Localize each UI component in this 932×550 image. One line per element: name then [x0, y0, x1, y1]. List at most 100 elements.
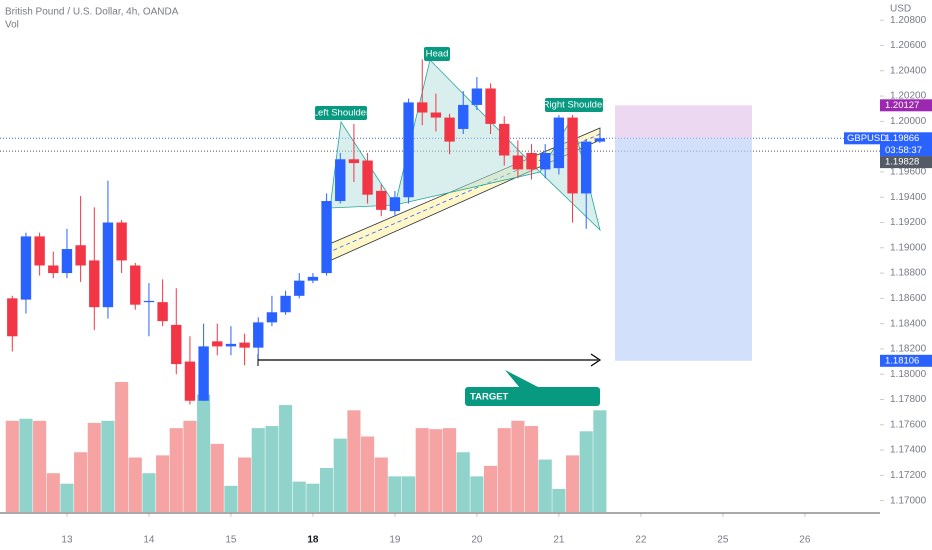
stop-badge: [880, 99, 932, 112]
y-tick-label: 1.18400: [890, 318, 927, 329]
annotation-box: [315, 106, 367, 120]
candle-body: [7, 298, 18, 337]
volume-bar: [101, 420, 115, 512]
y-tick-label: 1.19200: [890, 217, 927, 228]
volume-bar: [142, 473, 156, 512]
candle-body: [567, 117, 578, 194]
volume-bar: [347, 410, 361, 512]
volume-label: Vol: [5, 20, 19, 31]
countdown: 03:58:37: [885, 145, 922, 156]
y-tick-label: 1.17000: [890, 495, 927, 506]
candle-body: [553, 117, 565, 169]
volume-bar: [60, 483, 74, 512]
candle-body: [430, 112, 442, 118]
volume-bar: [19, 418, 33, 512]
volume-bar: [46, 473, 60, 512]
candle-body: [376, 190, 387, 210]
target-badge: [880, 354, 932, 367]
target-label: 1.18106: [885, 355, 919, 366]
y-tick-label: 1.17400: [890, 445, 927, 456]
annotation-box: [465, 387, 600, 406]
candle-body: [225, 343, 237, 347]
candle-body: [89, 260, 100, 308]
x-tick-label: 25: [717, 535, 729, 546]
volume-bar: [279, 405, 293, 512]
volume-bar: [238, 457, 252, 512]
volume-bar: [593, 410, 607, 512]
volume-bar: [183, 420, 197, 512]
candle-body: [280, 295, 291, 313]
volume-bar: [306, 483, 320, 512]
volume-bar: [524, 426, 539, 512]
candle-body: [444, 117, 455, 142]
volume-bar: [87, 422, 101, 512]
candle-body: [34, 236, 45, 266]
candle-body: [389, 197, 401, 212]
x-tick-label: 14: [143, 535, 155, 546]
chart-title: British Pound / U.S. Dollar, 4h, OANDA: [5, 7, 179, 18]
y-tick-label: 1.18000: [890, 369, 927, 380]
candle-body: [485, 88, 496, 124]
position-layer: [615, 105, 752, 361]
y-tick-label: 1.18600: [890, 293, 927, 304]
x-tick-label: 26: [799, 535, 811, 546]
grid-layer: [0, 19, 884, 517]
candle-body: [581, 141, 592, 194]
candle-body: [512, 155, 524, 170]
candle-body: [239, 342, 250, 348]
y-tick-label: 1.20200: [890, 91, 927, 102]
candle-body: [266, 312, 278, 323]
y-tick-label: 1.20400: [890, 65, 927, 76]
volume-bar: [388, 476, 402, 512]
candle-body: [362, 160, 373, 195]
candle-body: [335, 159, 346, 202]
candle-body: [157, 302, 168, 322]
symbol-badge: [844, 132, 880, 145]
target-zone: [615, 138, 752, 361]
volume-bar: [552, 488, 566, 512]
candle-body: [499, 123, 510, 156]
candle-body: [75, 245, 86, 266]
volume-bar: [415, 428, 429, 512]
y-tick-label: 1.19600: [890, 167, 927, 178]
volume-bar: [251, 428, 265, 512]
candle-body: [61, 249, 73, 274]
volume-bar: [210, 443, 224, 512]
prev-badge: [880, 156, 932, 169]
volume-bar: [33, 420, 47, 512]
symbol-label: GBPUSD: [847, 133, 887, 144]
stop-zone: [615, 105, 752, 139]
x-tick-label: 20: [471, 535, 483, 546]
candle-body: [184, 361, 196, 401]
y-tick-label: 1.17600: [890, 419, 927, 430]
annotation-box: [545, 98, 603, 112]
candle-body: [171, 324, 182, 365]
candle-body: [403, 102, 414, 198]
volume-bar: [374, 457, 388, 512]
candle-body: [321, 201, 332, 274]
volume-bar: [579, 431, 593, 512]
last-label: 1.19866: [885, 133, 919, 144]
volume-bar: [5, 420, 19, 512]
volume-bar: [497, 428, 511, 512]
volume-bar: [538, 459, 552, 512]
volume-bar: [197, 394, 211, 512]
volume-bar: [443, 428, 457, 512]
volume-bar: [74, 452, 88, 512]
volume-bar: [224, 485, 238, 512]
volume-bar: [429, 429, 443, 512]
volume-bar: [484, 465, 498, 512]
candle-body: [294, 280, 305, 296]
x-tick-label: 22: [635, 535, 647, 546]
volume-bar: [292, 481, 306, 512]
y-tick-label: 1.18800: [890, 268, 927, 279]
candle-body: [198, 346, 209, 401]
volume-bar: [128, 457, 142, 512]
candle-layer: [7, 59, 606, 405]
annotation: Right Shoulder: [543, 100, 606, 111]
candle-body: [143, 300, 155, 303]
y-tick-label: 1.20000: [890, 116, 927, 127]
y-tick-label: 1.20600: [890, 40, 927, 51]
volume-bar: [156, 455, 170, 512]
candle-body: [458, 104, 469, 129]
